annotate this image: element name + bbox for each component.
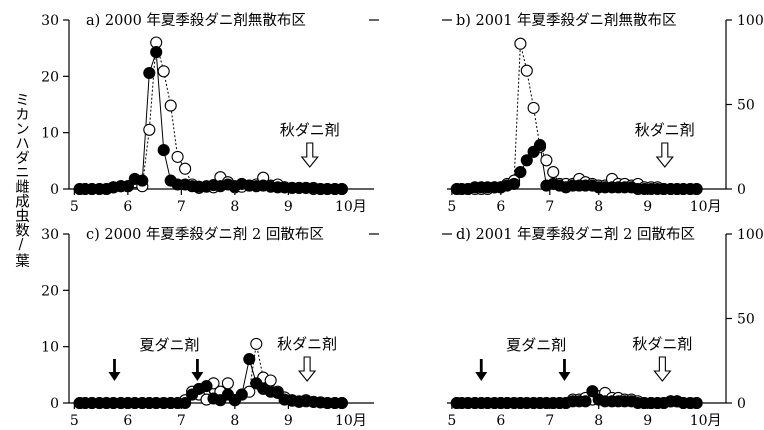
x-tick-label: 10月 [690, 413, 722, 429]
x-tick-label: 9 [643, 199, 652, 215]
data-point-closed [179, 396, 192, 410]
x-tick-label: 5 [447, 413, 456, 429]
data-point-closed [690, 182, 703, 196]
data-point-closed [136, 174, 149, 187]
series-line-open [79, 42, 342, 190]
x-tick-label: 6 [496, 413, 505, 429]
x-tick-label: 10月 [335, 199, 367, 215]
panel-title: c) 2000 年夏季殺ダニ剤 2 回散布区 [86, 226, 324, 243]
annotation-label: 秋ダニ剤 [632, 335, 692, 353]
annotation-label: 秋ダニ剤 [635, 121, 695, 139]
open-arrow-icon [300, 142, 319, 168]
panel-d: 5 6 7 8 9 10月 0 50 100 d) 2001 年夏季殺ダニ剤 2 回散布区夏ダニ剤… [442, 226, 764, 429]
y-tick-label: 50 [737, 312, 755, 328]
x-tick-label: 7 [177, 413, 186, 429]
panel-title: a) 2000 年夏季殺ダニ剤無散布区 [86, 12, 306, 29]
data-point-closed [533, 139, 547, 152]
y-tick-label: 100 [737, 227, 764, 243]
data-point-closed [150, 46, 163, 59]
data-point-open [540, 154, 553, 167]
annotation-label: 夏ダニ剤 [139, 336, 199, 354]
open-arrow-icon [297, 356, 317, 382]
data-point-open [179, 162, 192, 175]
annotation-label: 秋ダニ剤 [280, 121, 340, 139]
y-tick-label: 30 [41, 13, 59, 29]
closed-arrow-icon [191, 372, 204, 381]
y-tick-label: 0 [50, 182, 59, 198]
data-point-closed [235, 388, 248, 401]
data-point-closed [243, 353, 256, 366]
panel-c: 5 6 7 8 9 10月 0 10 20 30 c) 2000 年夏季殺ダニ剤 2 回散布区夏ダニ… [41, 226, 379, 429]
data-point-open [164, 99, 177, 112]
x-tick-label: 7 [545, 413, 554, 429]
annotation-label: 秋ダニ剤 [277, 335, 337, 353]
y-tick-label: 20 [41, 283, 59, 299]
data-point-closed [690, 396, 703, 410]
data-point-open [514, 37, 527, 50]
y-tick-label: 0 [737, 182, 746, 198]
data-point-closed [200, 380, 213, 393]
x-tick-label: 8 [594, 413, 603, 429]
closed-arrow-icon [475, 372, 488, 381]
y-axis-label: ミカンハダニ雌成虫数/葉 [13, 92, 29, 268]
data-point-open [520, 64, 533, 77]
data-point-closed [579, 395, 592, 408]
y-tick-label: 10 [41, 340, 59, 356]
x-tick-label: 5 [447, 199, 456, 215]
y-tick-label: 20 [41, 69, 59, 85]
data-point-closed [335, 182, 348, 196]
data-point-open [143, 123, 156, 136]
panel-title: d) 2001 年夏季殺ダニ剤 2 回散布区 [456, 226, 695, 243]
open-arrow-icon [653, 356, 672, 382]
x-tick-label: 5 [70, 413, 79, 429]
data-point-closed [514, 166, 527, 179]
series-line-open [456, 43, 697, 190]
data-point-closed [143, 66, 156, 80]
data-point-closed [508, 177, 521, 190]
x-tick-label: 8 [230, 413, 239, 429]
x-tick-label: 5 [70, 199, 79, 215]
closed-arrow-icon [558, 372, 571, 381]
x-tick-label: 6 [496, 199, 505, 215]
data-point-closed [586, 385, 599, 398]
y-tick-label: 10 [41, 126, 59, 142]
data-point-open [171, 150, 184, 163]
x-tick-label: 7 [545, 199, 554, 215]
panel-title-backing [83, 12, 309, 29]
closed-arrow-icon [108, 372, 121, 381]
data-point-open [221, 377, 234, 390]
y-tick-label: 30 [41, 227, 59, 243]
x-tick-label: 8 [230, 199, 239, 215]
x-tick-label: 6 [123, 413, 132, 429]
x-tick-label: 9 [284, 413, 293, 429]
y-tick-label: 100 [737, 13, 764, 29]
x-tick-label: 6 [123, 199, 132, 215]
open-arrow-icon [655, 142, 674, 168]
x-tick-label: 7 [177, 199, 186, 215]
data-point-closed [121, 180, 134, 193]
panel-title-backing [83, 226, 327, 243]
y-tick-label: 0 [50, 396, 59, 412]
y-tick-label: 0 [737, 396, 746, 412]
data-point-closed [520, 154, 533, 167]
panel-title-backing [453, 226, 699, 243]
x-tick-label: 10月 [335, 413, 367, 429]
panel-title-backing [453, 12, 680, 29]
x-tick-label: 8 [594, 199, 603, 215]
panel-title: b) 2001 年夏季殺ダニ剤無散布区 [456, 12, 677, 29]
x-tick-label: 9 [643, 413, 652, 429]
annotation-label: 夏ダニ剤 [506, 336, 566, 354]
x-tick-label: 9 [284, 199, 293, 215]
data-point-open [250, 337, 263, 350]
data-point-closed [157, 144, 170, 157]
y-tick-label: 50 [737, 98, 755, 114]
data-point-open [527, 101, 540, 114]
data-point-open [547, 166, 560, 179]
data-point-open [157, 65, 170, 78]
x-tick-label: 10月 [690, 199, 722, 215]
data-point-closed [335, 396, 348, 410]
